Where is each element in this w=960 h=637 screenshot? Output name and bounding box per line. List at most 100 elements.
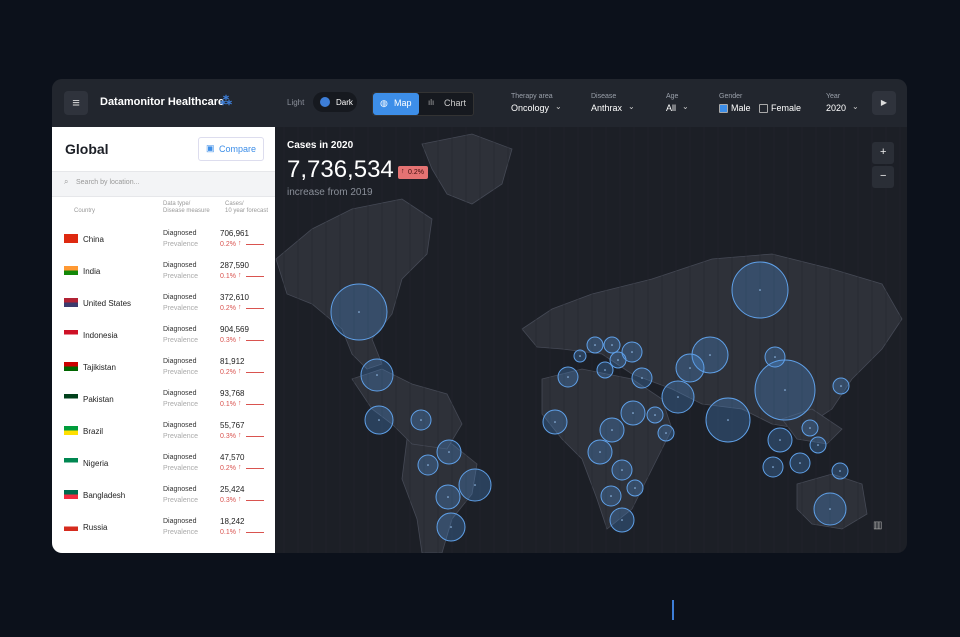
checkbox[interactable] (719, 104, 728, 113)
zoom-button[interactable] (872, 166, 894, 188)
bubble-dot (772, 466, 774, 468)
flag (64, 394, 78, 403)
map-title: Cases in 2020 (287, 140, 354, 151)
country-name[interactable]: Russia (83, 523, 108, 532)
flag (64, 426, 78, 435)
country-name[interactable]: United States (83, 299, 132, 308)
sidebar-title: Global (65, 141, 109, 157)
country-name[interactable]: India (83, 267, 101, 276)
flag (64, 330, 78, 339)
bubble-dot (677, 396, 679, 398)
country-name[interactable]: Pakistan (83, 395, 114, 404)
map-total: 7,736,534 (287, 156, 394, 183)
measure: Diagnosed (163, 518, 197, 525)
sparkline (246, 500, 264, 501)
gender-option[interactable]: Female (771, 103, 802, 113)
change-arrow: ↑ (238, 272, 242, 279)
cases: 47,570 (220, 453, 245, 462)
compare-button[interactable] (198, 137, 264, 161)
measure: Diagnosed (163, 294, 197, 301)
gender-label: Gender (719, 93, 743, 100)
change: 0.2% (220, 369, 236, 376)
bubble-dot (689, 367, 691, 369)
country-name[interactable]: Indonesia (83, 331, 118, 340)
map-tab[interactable] (373, 93, 419, 115)
bubble-dot (774, 356, 776, 358)
chart-tab-label[interactable]: Chart (444, 98, 467, 108)
theme-light[interactable]: Light (287, 98, 305, 107)
bubble-dot (631, 351, 633, 353)
zoom-button[interactable] (872, 142, 894, 164)
flag (64, 490, 78, 499)
measure-sub: Prevalence (163, 465, 199, 472)
bubble-dot (665, 432, 667, 434)
search-box[interactable] (52, 171, 275, 197)
bubble-dot (420, 419, 422, 421)
bubble-dot (784, 389, 786, 391)
map-icon: ◍ (380, 98, 388, 108)
filter-value[interactable]: All (666, 103, 677, 113)
dropdown-caret: ⌄ (628, 102, 635, 111)
sparkline (246, 244, 264, 245)
filter-value[interactable]: 2020 (826, 103, 847, 113)
gender-option[interactable]: Male (731, 103, 751, 113)
change: 0.3% (220, 433, 236, 440)
flag (64, 234, 78, 243)
chart-icon: ılı (428, 98, 435, 107)
filter-value[interactable]: Anthrax (591, 103, 623, 113)
sparkline (246, 372, 264, 373)
country-name[interactable]: Bangladesh (83, 491, 126, 500)
cases: 81,912 (220, 357, 245, 366)
menu-button[interactable]: ≡ (64, 91, 88, 115)
search-placeholder[interactable]: Search by location... (76, 179, 140, 186)
bubble-dot (358, 311, 360, 313)
filter-label: Age (666, 93, 679, 100)
bubble-dot (641, 377, 643, 379)
bubble-dot (809, 427, 811, 429)
bubble-dot (579, 355, 581, 357)
checkbox[interactable] (759, 104, 768, 113)
column-header: Data type/ (163, 201, 191, 207)
cases: 372,610 (220, 293, 249, 302)
theme-dark[interactable]: Dark (336, 98, 353, 107)
compare-label[interactable]: Compare (219, 144, 257, 154)
country-name[interactable]: Tajikistan (83, 363, 116, 372)
sparkline (246, 404, 264, 405)
change: 0.2% (220, 305, 236, 312)
change-arrow: ↑ (238, 400, 242, 407)
zoom-label[interactable]: + (880, 146, 887, 158)
legend-button[interactable]: ▥ (873, 520, 883, 531)
change: 0.2% (220, 465, 236, 472)
brand: Datamonitor Healthcare (100, 96, 225, 108)
bubble-dot (840, 385, 842, 387)
sparkline (246, 340, 264, 341)
country-name[interactable]: China (83, 235, 104, 244)
measure-sub: Prevalence (163, 497, 199, 504)
dropdown-caret: ⌄ (682, 102, 689, 111)
filter-value[interactable]: Oncology (511, 103, 550, 113)
play-button[interactable]: ▶ (872, 91, 896, 115)
map (52, 79, 907, 553)
badge-arrow: ↑ (401, 168, 405, 175)
country-name[interactable]: Brazil (83, 427, 104, 436)
measure-sub: Prevalence (163, 241, 199, 248)
cases: 287,590 (220, 261, 249, 270)
map-tab-label[interactable]: Map (394, 98, 412, 108)
bubble-dot (599, 451, 601, 453)
compare-icon: ▣ (206, 143, 215, 153)
measure-sub: Prevalence (163, 273, 199, 280)
change-arrow: ↑ (238, 528, 242, 535)
dropdown-caret: ⌄ (852, 102, 859, 111)
bubble-dot (611, 429, 613, 431)
flag (64, 458, 78, 467)
bubble-dot (448, 451, 450, 453)
country-name[interactable]: Nigeria (83, 459, 109, 468)
flag (64, 362, 78, 371)
bubble-dot (611, 344, 613, 346)
bubble-dot (759, 289, 761, 291)
bubble-dot (829, 508, 831, 510)
measure-sub: Prevalence (163, 369, 199, 376)
bubble-dot (621, 469, 623, 471)
measure: Diagnosed (163, 326, 197, 333)
zoom-label[interactable]: − (880, 170, 887, 182)
